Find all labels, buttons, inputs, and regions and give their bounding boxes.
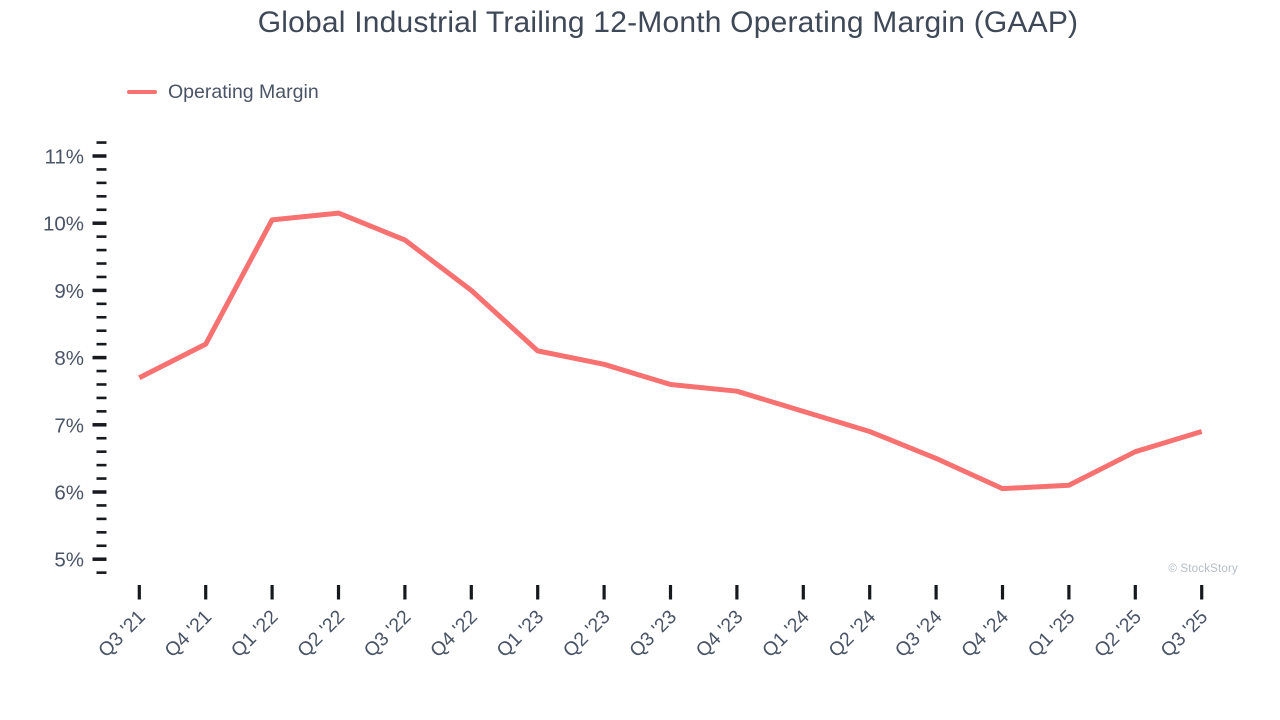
x-tick-label: Q2 '23 bbox=[559, 606, 615, 662]
x-tick-label: Q4 '21 bbox=[160, 606, 216, 662]
x-tick-label: Q2 '25 bbox=[1090, 606, 1146, 662]
x-tick-label: Q3 '22 bbox=[360, 606, 416, 662]
y-tick-label: 8% bbox=[54, 347, 84, 370]
watermark: © StockStory bbox=[1168, 563, 1238, 575]
x-tick-label: Q3 '23 bbox=[625, 606, 681, 662]
y-tick-label: 5% bbox=[54, 549, 84, 572]
legend-line-swatch bbox=[127, 89, 157, 95]
y-axis: 5% 6% 7% 8% 9% 10% 11% bbox=[43, 141, 107, 574]
y-tick-label: 9% bbox=[54, 280, 84, 303]
legend: Operating Margin bbox=[127, 79, 319, 105]
x-tick-label: Q1 '25 bbox=[1024, 606, 1080, 662]
x-tick-label: Q1 '23 bbox=[492, 606, 548, 662]
x-tick-label: Q3 '25 bbox=[1156, 606, 1212, 662]
x-tick-label: Q4 '23 bbox=[692, 606, 748, 662]
x-tick-label: Q2 '24 bbox=[824, 606, 880, 662]
x-tick-label: Q3 '24 bbox=[891, 606, 947, 662]
x-tick-label: Q4 '24 bbox=[957, 606, 1013, 662]
y-tick-label: 6% bbox=[54, 482, 84, 505]
y-tick-label: 10% bbox=[43, 213, 84, 236]
x-tick-label: Q1 '24 bbox=[758, 606, 814, 662]
x-axis: Q3 '21 Q4 '21 Q1 '22 Q2 '22 Q3 '22 Q4 '22 Q1 '… bbox=[94, 585, 1212, 662]
series-line-operating-margin bbox=[138, 210, 1203, 492]
chart-title: Global Industrial Trailing 12-Month Oper… bbox=[257, 6, 1079, 39]
y-tick-label: 7% bbox=[54, 414, 84, 437]
x-tick-label: Q3 '21 bbox=[94, 606, 150, 662]
x-tick-label: Q4 '22 bbox=[426, 606, 482, 662]
x-tick-label: Q2 '22 bbox=[293, 606, 349, 662]
x-tick-label: Q1 '22 bbox=[227, 606, 283, 662]
y-tick-label: 11% bbox=[44, 146, 84, 169]
legend-label: Operating Margin bbox=[168, 80, 319, 103]
